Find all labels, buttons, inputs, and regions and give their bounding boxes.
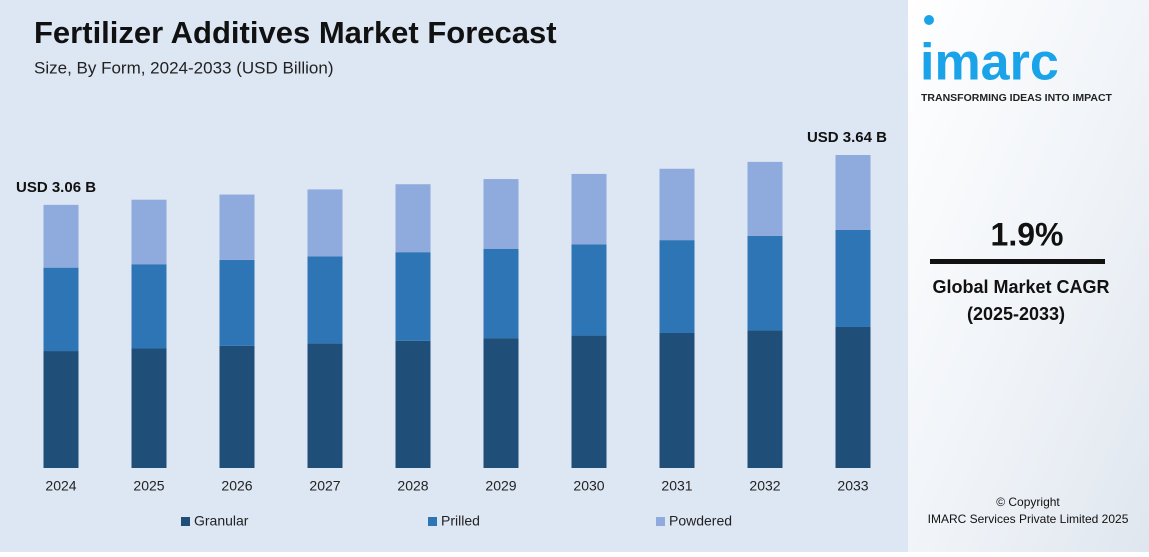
bar-segment: [483, 248, 519, 339]
legend-swatch: [428, 517, 437, 526]
company: IMARC Services Private Limited 2025: [928, 512, 1129, 526]
x-tick-label: 2028: [397, 478, 428, 494]
annotation: USD 3.64 B: [807, 129, 887, 146]
logo: imarc: [920, 34, 1059, 92]
x-tick-label: 2026: [221, 478, 252, 494]
bar-segment: [571, 173, 607, 245]
bar-segment: [835, 229, 871, 327]
annotation: USD 3.06 B: [16, 179, 96, 196]
legend-label: Powdered: [669, 513, 732, 529]
copyright: © Copyright: [996, 495, 1060, 509]
bar-segment: [307, 189, 343, 257]
bar-segment: [483, 338, 519, 468]
x-tick-label: 2027: [309, 478, 340, 494]
chart-title: Fertilizer Additives Market Forecast: [34, 15, 557, 50]
x-tick-label: 2024: [45, 478, 76, 494]
x-tick-label: 2032: [749, 478, 780, 494]
bar-segment: [43, 351, 79, 468]
cagr-rule: [930, 259, 1105, 264]
cagr-period: (2025-2033): [967, 304, 1065, 324]
bar-segment: [219, 259, 255, 346]
x-tick-label: 2031: [661, 478, 692, 494]
legend-label: Prilled: [441, 513, 480, 529]
bar-segment: [395, 252, 431, 341]
bar-segment: [395, 184, 431, 253]
bar-segment: [43, 204, 79, 268]
bar-segment: [659, 332, 695, 468]
x-tick-label: 2029: [485, 478, 516, 494]
bar-segment: [307, 256, 343, 344]
bar-segment: [571, 244, 607, 336]
bar-segment: [307, 343, 343, 468]
plot: 2024 2025 2026 2027 2028 2029 2030 2031 2032 2033…: [16, 129, 887, 494]
bar-segment: [219, 345, 255, 468]
cagr-value: 1.9%: [991, 216, 1064, 252]
legend-swatch: [656, 517, 665, 526]
chart-subtitle: Size, By Form, 2024-2033 (USD Billion): [34, 58, 334, 77]
bar-segment: [395, 340, 431, 468]
legend: Granular Prilled Powdered: [181, 513, 732, 529]
legend-swatch: [181, 517, 190, 526]
x-tick-label: 2033: [837, 478, 868, 494]
bar-segment: [835, 155, 871, 230]
x-tick-label: 2030: [573, 478, 604, 494]
bar-segment: [219, 194, 255, 260]
bar-segment: [131, 199, 167, 265]
cagr-label: Global Market CAGR: [932, 277, 1109, 297]
bar-segment: [747, 235, 783, 331]
bar-segment: [659, 240, 695, 333]
bar-segment: [835, 326, 871, 468]
bar-segment: [747, 330, 783, 468]
bar-segment: [43, 267, 79, 352]
logo-dot: [924, 15, 934, 25]
x-tick-label: 2025: [133, 478, 164, 494]
tagline: TRANSFORMING IDEAS INTO IMPACT: [921, 92, 1113, 104]
bar-segment: [747, 161, 783, 236]
bar-segment: [571, 335, 607, 468]
bar-segment: [131, 348, 167, 468]
legend-label: Granular: [194, 513, 249, 529]
side-panel: [908, 0, 1149, 552]
bar-segment: [483, 179, 519, 249]
bar-segment: [659, 168, 695, 241]
bar-segment: [131, 264, 167, 349]
